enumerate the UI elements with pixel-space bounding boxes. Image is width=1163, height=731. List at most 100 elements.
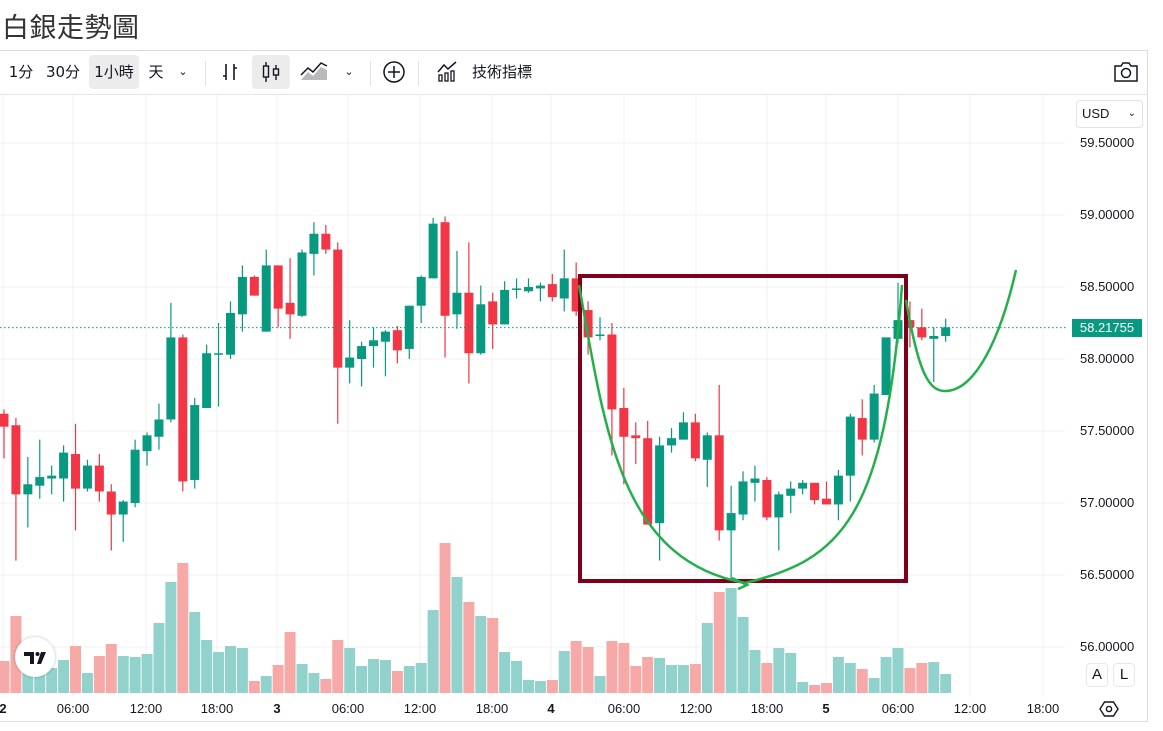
candle[interactable] [237,265,247,332]
auto-scale-button[interactable]: A [1086,663,1108,687]
candle[interactable] [452,251,462,329]
indicators-button[interactable]: 技術指標 [432,55,536,89]
candle[interactable] [833,469,843,521]
candle[interactable] [726,485,736,580]
compare-button[interactable] [378,55,410,89]
candle[interactable] [309,222,319,276]
candle[interactable] [821,481,831,505]
candle[interactable] [535,282,545,302]
page-title: 白銀走勢圖 [2,13,140,44]
candle[interactable] [404,305,414,359]
chart-type-dropdown[interactable]: ⌄ [338,55,360,89]
candle[interactable] [643,420,653,525]
interval-dropdown[interactable]: ⌄ [172,55,194,89]
candle[interactable] [428,217,438,279]
settings-icon[interactable] [1099,699,1119,719]
volume-bar [642,657,654,693]
candle[interactable] [82,459,92,492]
candle[interactable] [774,491,784,551]
candle[interactable] [845,413,855,502]
candle[interactable] [619,387,629,485]
candle[interactable] [786,481,796,514]
bar-chart-button[interactable] [214,55,246,89]
candle[interactable] [798,479,808,495]
candle[interactable] [321,225,331,254]
candle[interactable] [285,258,295,339]
volume-bar [916,663,928,693]
candle[interactable] [0,409,9,459]
candle[interactable] [571,262,581,316]
interval-day-button[interactable]: 天 [148,63,164,81]
candle[interactable] [142,432,152,466]
time-label: 3 [273,701,281,716]
candle[interactable] [11,418,21,561]
candle[interactable] [23,456,33,528]
candle[interactable] [869,384,879,443]
candle[interactable] [559,249,569,312]
area-chart-button[interactable] [296,55,332,89]
interval-1h-button[interactable]: 1小時 [89,55,139,89]
screenshot-button[interactable] [1110,55,1142,89]
candle[interactable] [512,278,522,299]
candle[interactable] [523,278,533,293]
candle[interactable] [214,323,224,407]
candle[interactable] [762,477,772,521]
candle[interactable] [810,482,820,505]
candle[interactable] [130,439,140,508]
tradingview-logo[interactable] [15,637,55,677]
candle[interactable] [35,439,45,499]
candle[interactable] [464,242,474,384]
candle[interactable] [333,242,343,424]
candlestick-button[interactable] [252,55,290,89]
candle[interactable] [71,423,81,531]
candle[interactable] [273,265,283,328]
candle[interactable] [929,327,939,383]
candle[interactable] [881,337,891,395]
candle[interactable] [595,317,605,341]
candle-body [464,292,474,354]
candle[interactable] [488,292,498,349]
candle[interactable] [750,465,760,502]
candle[interactable] [369,327,379,368]
candle[interactable] [106,484,116,551]
candle[interactable] [225,301,235,359]
candle[interactable] [607,323,617,456]
candle[interactable] [655,436,665,561]
candle[interactable] [47,465,57,495]
candle[interactable] [631,422,641,465]
interval-30m-button[interactable]: 30分 [45,63,81,81]
candle[interactable] [416,275,426,323]
candle[interactable] [857,399,867,456]
candle[interactable] [190,397,200,489]
candle[interactable] [357,341,367,387]
candle[interactable] [178,334,188,492]
candle[interactable] [202,344,212,408]
log-scale-button[interactable]: L [1113,663,1135,687]
candle[interactable] [667,428,677,453]
candle[interactable] [297,249,307,318]
candle[interactable] [678,412,688,440]
candle[interactable] [941,318,951,342]
candle[interactable] [94,454,104,502]
candle[interactable] [261,249,271,332]
candle[interactable] [547,274,557,302]
candle[interactable] [380,330,390,377]
candle[interactable] [392,325,402,364]
candle[interactable] [738,471,748,521]
candle[interactable] [476,285,486,355]
candle[interactable] [166,302,176,423]
currency-select[interactable]: USD ⌄ [1076,100,1143,128]
candle[interactable] [690,413,700,462]
candle[interactable] [59,445,69,502]
candle[interactable] [500,281,510,325]
candle[interactable] [154,403,164,450]
candle[interactable] [118,500,128,542]
interval-1m-button[interactable]: 1分 [8,63,34,81]
candle[interactable] [345,320,355,384]
candle[interactable] [714,384,724,541]
candle[interactable] [249,275,259,296]
candle[interactable] [702,432,712,488]
candle[interactable] [917,308,927,341]
candle[interactable] [440,216,450,358]
